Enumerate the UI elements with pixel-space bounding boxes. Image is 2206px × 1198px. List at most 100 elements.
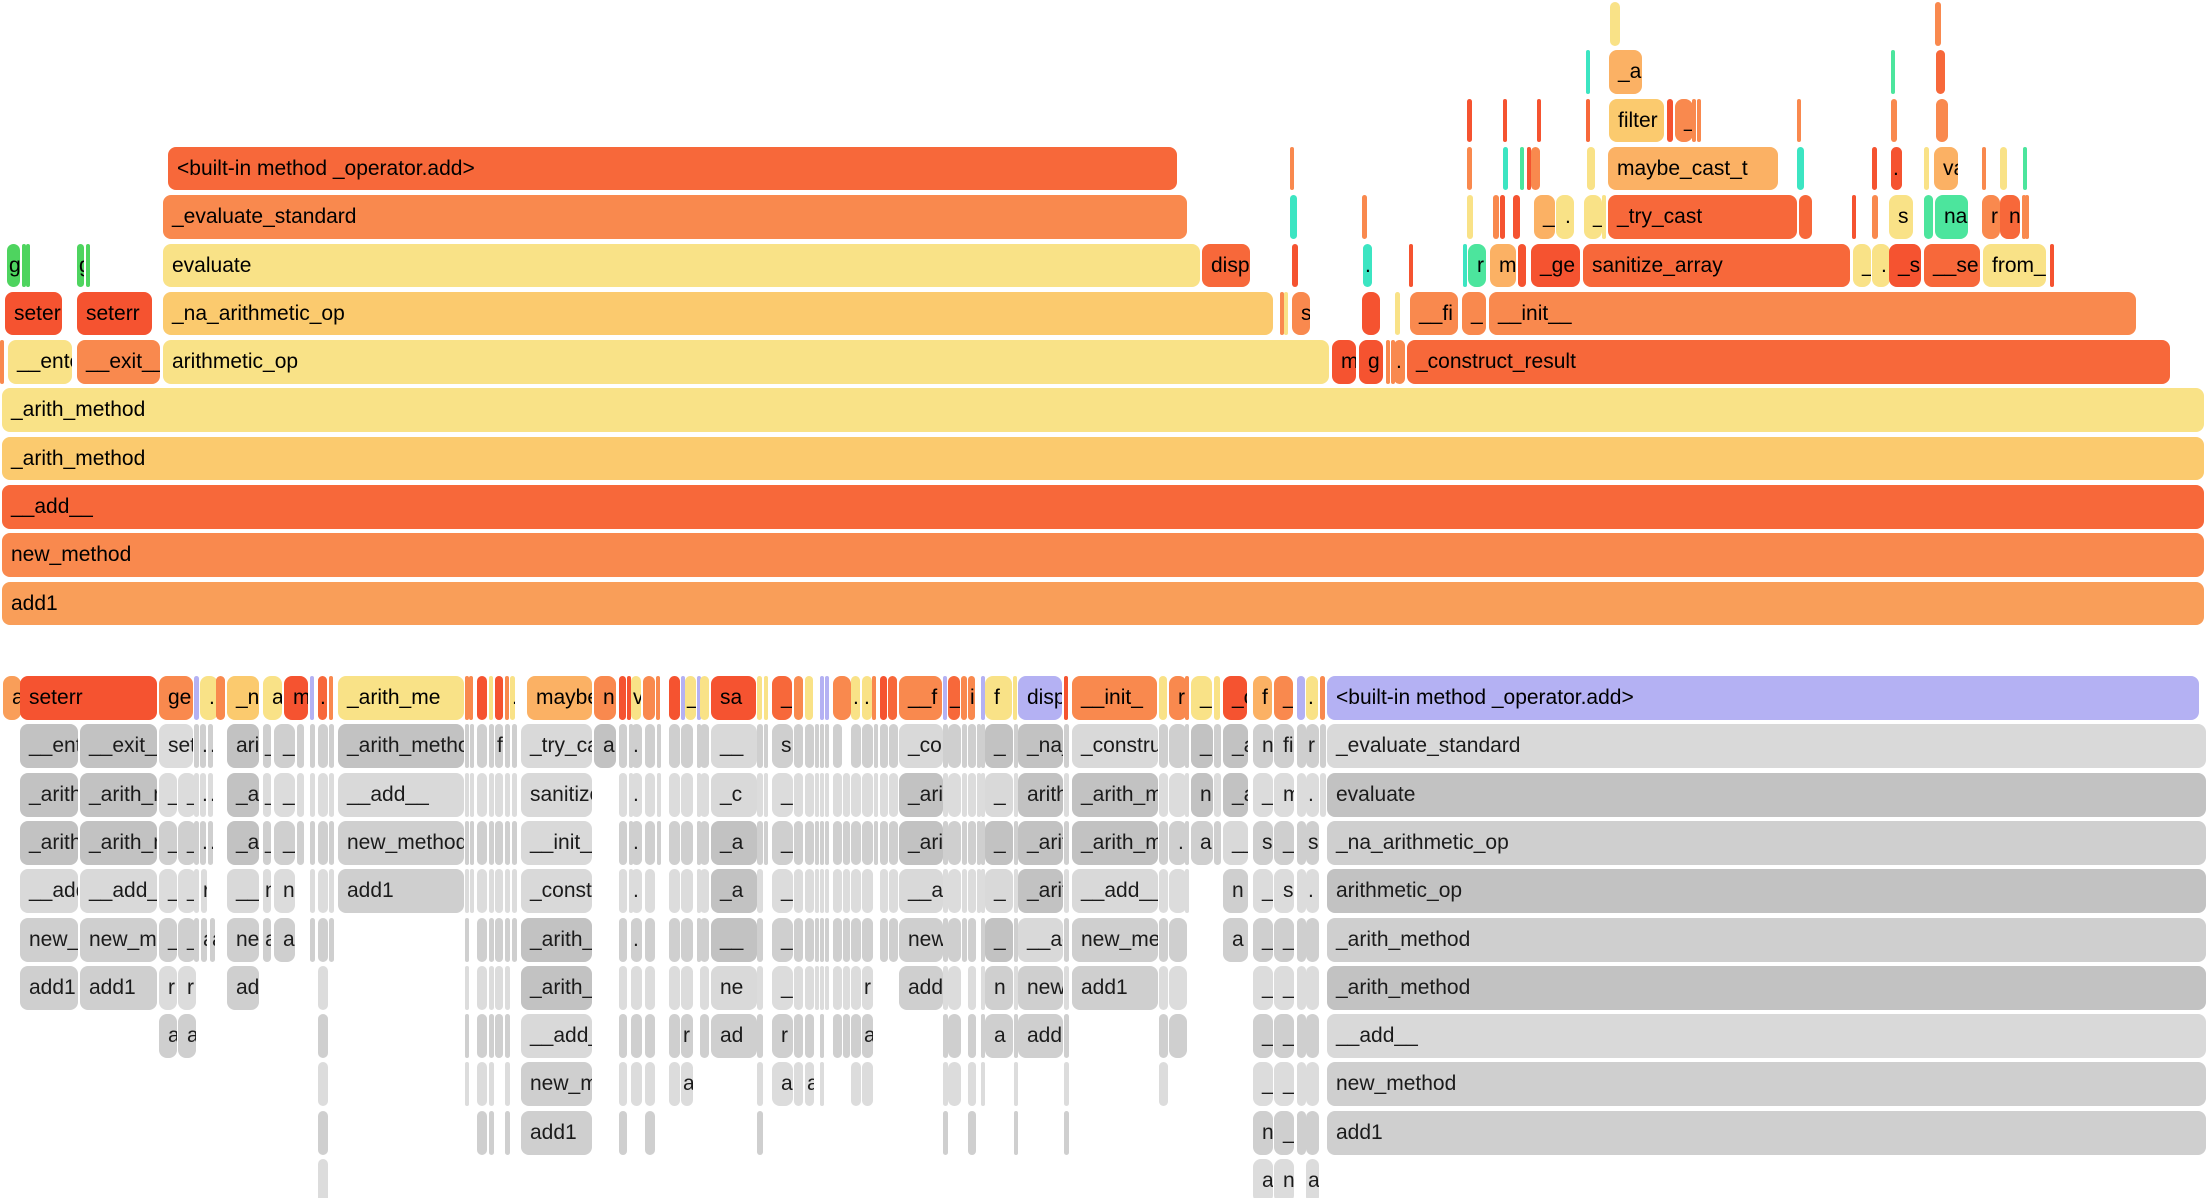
flame-frame[interactable] [477, 917, 487, 962]
flame-frame[interactable] [1936, 98, 1948, 143]
flame-frame[interactable] [505, 965, 510, 1010]
flame-frame-_[interactable]: _ [159, 917, 177, 962]
flame-frame[interactable] [764, 724, 768, 769]
flame-frame[interactable] [1064, 724, 1069, 769]
flame-frame[interactable] [310, 724, 315, 769]
flame-frame[interactable] [1503, 146, 1508, 191]
flame-frame-a[interactable]: a [594, 724, 616, 769]
flame-frame[interactable] [1467, 98, 1472, 143]
flame-frame-n[interactable]: n [1253, 1110, 1273, 1155]
flame-frame[interactable] [669, 965, 680, 1010]
flame-frame[interactable] [0, 340, 4, 384]
flame-frame[interactable] [1169, 772, 1187, 817]
flame-frame-a[interactable]: a [201, 917, 207, 962]
flame-frame-sa[interactable]: sa [711, 676, 756, 720]
flame-frame[interactable] [825, 917, 829, 962]
flame-frame[interactable] [968, 917, 976, 962]
flame-frame-evaluate[interactable]: evaluate [1327, 772, 2206, 817]
flame-frame-_arith_method[interactable]: _arith_method [1072, 820, 1158, 865]
flame-frame[interactable] [948, 965, 961, 1010]
flame-frame[interactable] [329, 676, 333, 720]
flame-frame[interactable] [977, 772, 981, 817]
flame-frame[interactable] [1320, 724, 1326, 769]
flame-frame-f[interactable]: f [495, 724, 503, 769]
flame-frame[interactable] [815, 965, 819, 1010]
flame-frame[interactable] [700, 869, 709, 914]
flame-frame[interactable] [1064, 965, 1069, 1010]
flame-frame-_[interactable]: _ [772, 676, 792, 720]
flame-frame[interactable] [862, 869, 873, 914]
flame-frame[interactable] [645, 1062, 655, 1107]
flame-frame[interactable] [619, 724, 627, 769]
flame-frame[interactable] [943, 1110, 948, 1155]
flame-frame[interactable] [851, 1062, 861, 1107]
flame-frame-_arith_method[interactable]: _arith_method [899, 772, 943, 817]
flame-frame[interactable] [1280, 291, 1284, 336]
flame-frame[interactable] [872, 676, 876, 720]
flame-frame[interactable] [764, 676, 768, 720]
flame-frame[interactable] [681, 869, 693, 914]
flame-frame-_[interactable]: _ [772, 965, 793, 1010]
flame-frame-_arith_method[interactable]: _arith_method [227, 820, 259, 865]
flame-frame[interactable] [851, 724, 861, 769]
flame-frame-a[interactable]: a [772, 1062, 793, 1107]
flame-frame[interactable] [880, 772, 888, 817]
flame-frame[interactable] [1799, 195, 1812, 239]
flame-frame[interactable] [805, 917, 814, 962]
flame-frame[interactable] [825, 676, 829, 720]
flame-frame-add1[interactable]: add1 [80, 965, 157, 1010]
flame-frame-a[interactable]: a [159, 1014, 177, 1059]
flame-frame[interactable] [1297, 724, 1306, 769]
flame-frame[interactable] [465, 965, 469, 1010]
flame-frame[interactable] [1586, 98, 1590, 143]
flame-frame[interactable] [815, 917, 819, 962]
flame-frame-__[interactable]: __ [274, 820, 295, 865]
flame-frame-_evaluate_standard[interactable]: _evaluate_standard [1327, 724, 2206, 769]
flame-frame-_[interactable]: _ [1253, 869, 1273, 914]
flame-frame-_[interactable]: _ [1253, 1014, 1273, 1059]
flame-frame[interactable] [495, 820, 503, 865]
flame-frame[interactable] [851, 1014, 861, 1059]
flame-frame-_arith_method[interactable]: _arith_method [899, 820, 943, 865]
flame-frame[interactable] [470, 724, 474, 769]
flame-frame--[interactable]: . [1306, 869, 1319, 914]
flame-frame[interactable] [764, 820, 768, 865]
flame-frame[interactable] [805, 965, 814, 1010]
flame-frame[interactable] [697, 820, 701, 865]
flame-frame[interactable] [805, 1014, 814, 1059]
flame-frame-a[interactable]: a [178, 1014, 196, 1059]
flame-frame-__f[interactable]: __f [899, 676, 942, 720]
flame-frame[interactable] [1064, 676, 1068, 720]
flame-frame[interactable] [1284, 291, 1288, 336]
flame-frame[interactable] [645, 869, 655, 914]
flame-frame[interactable] [981, 1062, 985, 1107]
flame-frame[interactable] [1797, 146, 1804, 191]
flame-frame[interactable] [1306, 965, 1319, 1010]
flame-frame[interactable] [833, 724, 842, 769]
flame-frame--[interactable]: . [200, 772, 206, 817]
flame-frame-n[interactable]: n [1223, 869, 1248, 914]
flame-frame[interactable] [757, 772, 763, 817]
flame-frame-__init__[interactable]: __init__ [521, 820, 592, 865]
flame-frame[interactable] [1493, 195, 1499, 239]
flame-frame[interactable] [495, 676, 503, 720]
flame-frame[interactable] [1936, 50, 1945, 94]
flame-frame[interactable] [505, 724, 510, 769]
flame-frame[interactable] [833, 1014, 842, 1059]
flame-frame[interactable] [310, 917, 315, 962]
flame-frame-_[interactable]: _ [985, 917, 1013, 962]
flame-frame-r[interactable]: r [159, 965, 177, 1010]
flame-frame--[interactable]: . [208, 724, 213, 769]
flame-frame[interactable] [669, 1062, 680, 1107]
flame-frame[interactable] [794, 1062, 803, 1107]
flame-frame[interactable] [1306, 1014, 1319, 1059]
flame-frame-n[interactable]: n [263, 869, 271, 914]
flame-frame[interactable] [948, 869, 961, 914]
flame-frame[interactable] [512, 772, 517, 817]
flame-frame[interactable] [1290, 146, 1294, 191]
flame-frame-a[interactable]: a [1306, 1159, 1319, 1198]
flame-frame-__add__[interactable]: __add__ [899, 869, 943, 914]
flame-frame-_[interactable]: _ [159, 869, 177, 914]
flame-frame[interactable] [943, 1014, 948, 1059]
flame-frame[interactable] [948, 820, 961, 865]
